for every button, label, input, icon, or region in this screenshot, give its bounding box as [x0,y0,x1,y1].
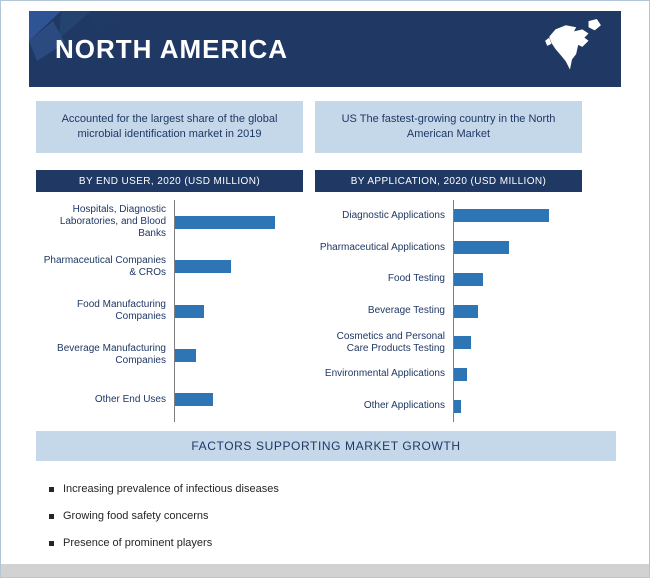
chart-bar-area [453,295,582,327]
bullet-icon [49,540,54,546]
chart-row: Pharmaceutical Companies & CROs [36,244,303,289]
chart-bar-area [453,263,582,296]
highlight-box-left: Accounted for the largest share of the g… [36,101,303,153]
chart-category-label: Diagnostic Applications [342,209,445,221]
factor-text: Increasing prevalence of infectious dise… [63,483,279,495]
footer-strip [1,564,649,577]
page-title: NORTH AMERICA [55,33,289,64]
bullet-icon [49,513,54,519]
chart-category-label: Food Manufacturing Companies [77,299,166,323]
chart-row: Pharmaceutical Applications [315,231,582,264]
chart-bar-area [174,288,303,334]
chart-category-label: Cosmetics and Personal Care Products Tes… [336,330,445,354]
factors-list: Increasing prevalence of infectious dise… [49,483,609,564]
chart-row: Other End Uses [36,377,303,423]
chart-header-application: BY APPLICATION, 2020 (USD MILLION) [315,170,582,192]
chart-category-label: Hospitals, Diagnostic Laboratories, and … [59,204,166,240]
chart-bar-area [174,377,303,423]
chart-category-label: Food Testing [387,273,445,285]
chart-row: Food Manufacturing Companies [36,288,303,334]
chart-bar [175,304,205,318]
chart-row: Beverage Manufacturing Companies [36,333,303,378]
bullet-icon [49,486,54,492]
chart-row: Hospitals, Diagnostic Laboratories, and … [36,200,303,245]
highlight-box-right: US The fastest-growing country in the No… [315,101,582,153]
chart-row: Diagnostic Applications [315,200,582,232]
chart-bar [175,260,232,274]
list-item: Presence of prominent players [49,537,609,549]
chart-row: Other Applications [315,390,582,423]
chart-bar [454,241,510,255]
bar-chart-application: Diagnostic Applications Pharmaceutical Ap… [315,200,582,423]
chart-bar-area [453,326,582,359]
header-triangle-pattern [29,11,121,61]
factor-text: Presence of prominent players [63,537,213,549]
chart-category-label: Other Applications [363,400,445,412]
chart-category-label: Pharmaceutical Applications [319,241,445,253]
chart-row: Environmental Applications [315,358,582,391]
chart-bar-area [453,358,582,391]
column-application: US The fastest-growing country in the No… [315,101,582,423]
chart-row: Cosmetics and Personal Care Products Tes… [315,326,582,359]
chart-bar [454,209,549,223]
chart-row: Beverage Testing [315,295,582,327]
factor-text: Growing food safety concerns [63,510,209,522]
chart-category-label: Beverage Testing [367,305,445,317]
chart-bar-area [453,231,582,264]
column-end-user: Accounted for the largest share of the g… [36,101,303,423]
chart-bar [454,336,472,350]
chart-bar [454,399,462,413]
chart-bar-area [453,390,582,423]
chart-category-label: Beverage Manufacturing Companies [57,343,166,367]
factors-section-title: FACTORS SUPPORTING MARKET GROWTH [36,431,616,461]
chart-category-label: Pharmaceutical Companies & CROs [43,254,166,278]
chart-bar [175,393,214,407]
chart-bar [175,215,275,229]
chart-bar [454,272,484,286]
list-item: Growing food safety concerns [49,510,609,522]
chart-bar [454,367,468,381]
chart-bar [175,348,196,362]
chart-category-label: Environmental Applications [324,368,445,380]
content-columns: Accounted for the largest share of the g… [36,101,582,423]
chart-bar-area [174,200,303,245]
chart-bar-area [174,333,303,378]
north-america-map-icon [545,19,601,70]
list-item: Increasing prevalence of infectious dise… [49,483,609,495]
chart-bar-area [453,200,582,232]
chart-header-end-user: BY END USER, 2020 (USD MILLION) [36,170,303,192]
chart-category-label: Other End Uses [94,393,166,405]
chart-bar [454,304,479,318]
bar-chart-end-user: Hospitals, Diagnostic Laboratories, and … [36,200,303,423]
chart-row: Food Testing [315,263,582,296]
header-banner: NORTH AMERICA [29,11,621,87]
chart-bar-area [174,244,303,289]
